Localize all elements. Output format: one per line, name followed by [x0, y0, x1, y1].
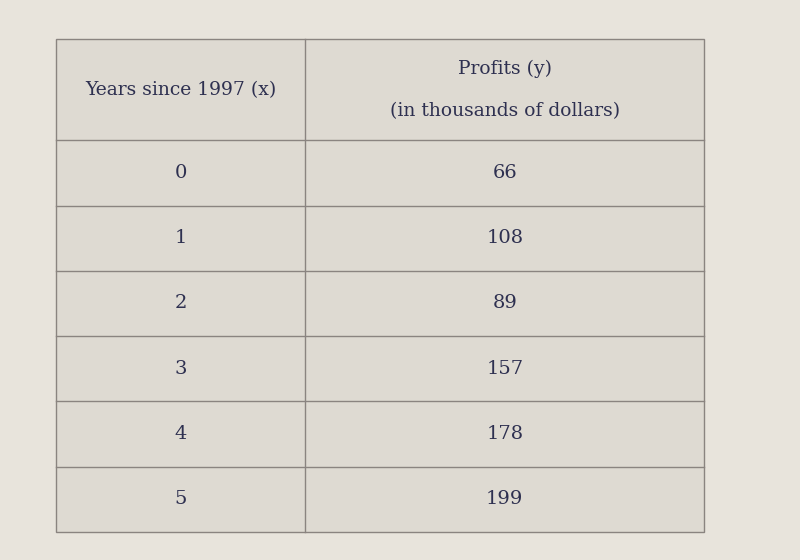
- Text: 4: 4: [174, 425, 187, 443]
- Text: 0: 0: [174, 164, 187, 182]
- Text: 1: 1: [174, 229, 187, 247]
- Text: 3: 3: [174, 360, 187, 378]
- Text: 157: 157: [486, 360, 523, 378]
- Text: 178: 178: [486, 425, 523, 443]
- Text: Profits (y): Profits (y): [458, 59, 552, 77]
- Text: 66: 66: [492, 164, 517, 182]
- Text: Years since 1997 (x): Years since 1997 (x): [85, 81, 276, 99]
- Text: (in thousands of dollars): (in thousands of dollars): [390, 102, 620, 120]
- Text: 5: 5: [174, 491, 187, 508]
- Text: 108: 108: [486, 229, 523, 247]
- Text: 2: 2: [174, 295, 187, 312]
- Text: 89: 89: [492, 295, 517, 312]
- Text: 199: 199: [486, 491, 523, 508]
- Bar: [56, 39, 704, 532]
